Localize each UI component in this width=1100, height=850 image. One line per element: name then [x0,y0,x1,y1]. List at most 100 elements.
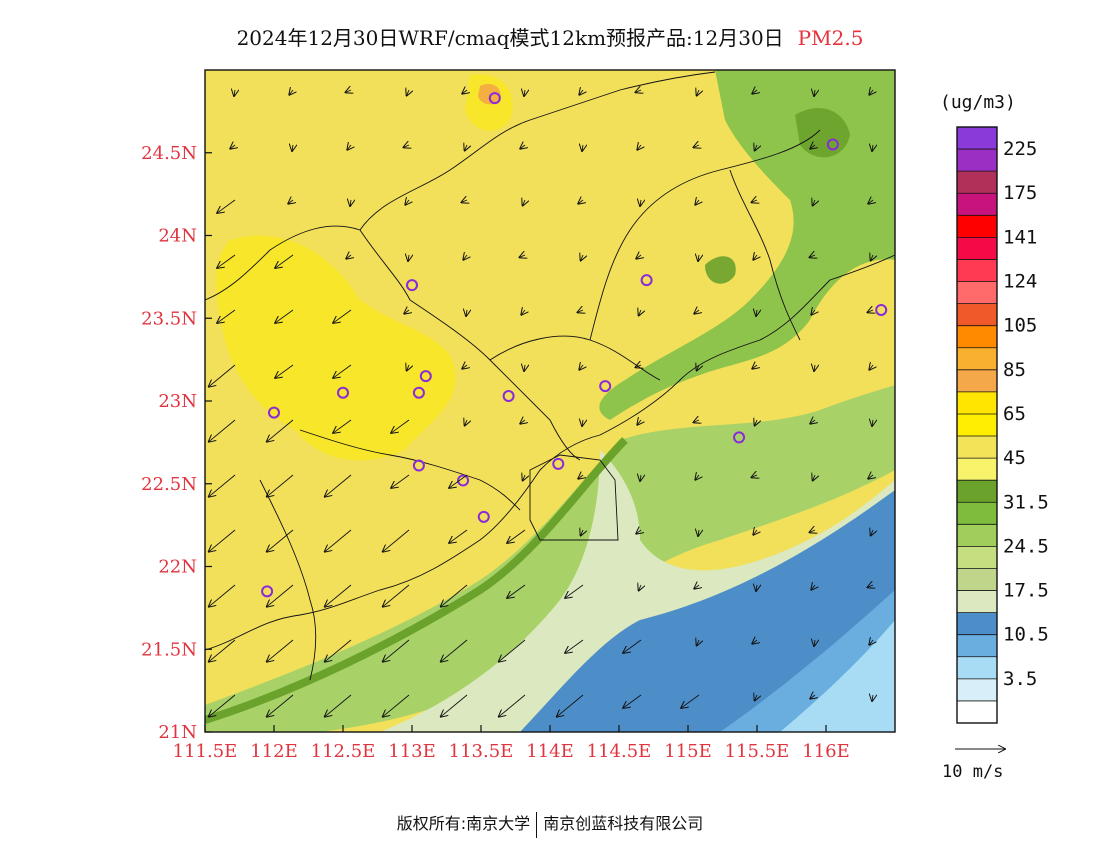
wind-arrow [579,365,583,370]
wind-arrow [869,90,873,95]
map-axes: 21N 21.5N 22N 22.5N 23N 23.5N 24N 24.5N 111.5E 11… [141,143,850,762]
lat-label: 23.5N [141,308,197,329]
wind-arrow [383,694,410,717]
wind-arrow [755,145,757,151]
wind-arrow [267,474,294,497]
city-marker [826,138,839,151]
field-pm85-spot [478,83,501,105]
lon-label: 112E [250,741,298,762]
wind-arrow [578,475,583,479]
city-marker [419,370,432,383]
colorbar-segment [957,524,997,547]
wind-arrow [325,694,352,717]
colorbar-label: 124 [1003,271,1037,293]
colorbar-segment [957,458,997,481]
lon-label: 113.5E [449,741,514,762]
field-sea-light [780,620,895,732]
colorbar-segment [957,369,997,393]
wind-arrow [449,474,468,488]
colorbar-segment [957,193,997,216]
wind-arrow [811,310,815,315]
title-main: 2024年12月30日WRF/cmaq模式12km预报产品:12月30日 [236,26,784,50]
boundary-3 [409,299,581,461]
footer-right: 南京创蓝科技有限公司 [543,814,704,833]
wind-arrow [267,694,294,717]
colorbar-segment [957,281,997,304]
field-green-northeast [599,70,895,420]
colorbar-label: 10.5 [1003,624,1049,646]
colorbar-segment [957,678,997,702]
wind-arrow [582,145,583,151]
wind-arrow [814,90,815,96]
wind-arrow [698,530,699,536]
colorbar-segment [957,171,997,194]
lat-label: 21.5N [141,639,197,660]
wind-arrow [499,694,526,717]
lat-label: 21N [158,722,197,743]
wind-arrow [813,475,815,481]
city-marker [412,459,425,472]
city-marker [640,274,653,287]
lon-label: 113E [388,741,436,762]
wind-arrow [520,145,525,149]
wind-arrow [524,365,525,371]
wind-arrow [391,419,410,433]
wind-arrow [465,420,467,426]
lon-label: 115.5E [725,741,790,762]
wind-arrow [275,254,294,268]
city-marker [457,474,470,487]
city-marker [261,585,274,598]
wind-arrow [345,90,351,92]
wind-arrow [811,585,815,590]
colorbar-segment [957,215,997,238]
colorbar-segment [957,480,997,503]
colorbar-segment [957,502,997,525]
wind-arrow [871,530,873,536]
city-markers [261,92,888,598]
colorbar-segment [957,303,997,327]
city-marker [599,380,612,393]
colorbar: 225 175 141 124 105 85 65 45 31.5 24.5 17.5 10.5 3.5 [956,126,1049,724]
wind-arrow [578,200,583,204]
wind-arrow [623,639,642,653]
wind-arrow [217,254,236,268]
wind-arrow [872,420,873,426]
wind-arrow [391,474,410,488]
wind-arrow [325,529,352,552]
wind-arrow [523,200,525,206]
wind-arrow [519,255,525,257]
wind-arrow [869,640,873,645]
boundary-8 [729,169,801,341]
colorbar-label: 17.5 [1003,580,1049,602]
wind-arrow [577,310,583,312]
field-coastal-green-line [205,437,628,724]
wind-arrow [871,255,873,261]
wind-arrow [636,255,641,259]
lat-label: 24N [158,226,197,247]
colorbar-label: 31.5 [1003,491,1049,513]
field-dark-green-ridge [705,107,850,284]
wind-arrow [408,255,409,261]
wind-arrow [407,365,409,371]
lat-label: 22.5N [141,474,197,495]
colorbar-label: 141 [1003,226,1037,248]
wind-arrow [755,695,757,701]
wind-arrow [520,420,525,424]
lon-label: 114E [526,741,574,762]
wind-arrow [441,584,468,607]
wind-arrow [814,365,815,371]
wind-arrow [350,200,351,206]
wind-arrow [639,585,641,591]
wind-arrow [267,584,294,607]
wind-arrow [872,695,873,701]
wind-arrow [461,200,467,202]
wind-arrow [868,475,873,479]
wind-arrow [751,200,757,202]
wind-arrow [755,420,757,426]
wind-arrow [752,90,757,94]
colorbar-label: 85 [1003,359,1026,381]
wind-arrow [809,530,815,532]
city-marker [477,510,490,523]
wind-arrow [267,529,294,552]
colorbar-label: 225 [1003,138,1037,160]
